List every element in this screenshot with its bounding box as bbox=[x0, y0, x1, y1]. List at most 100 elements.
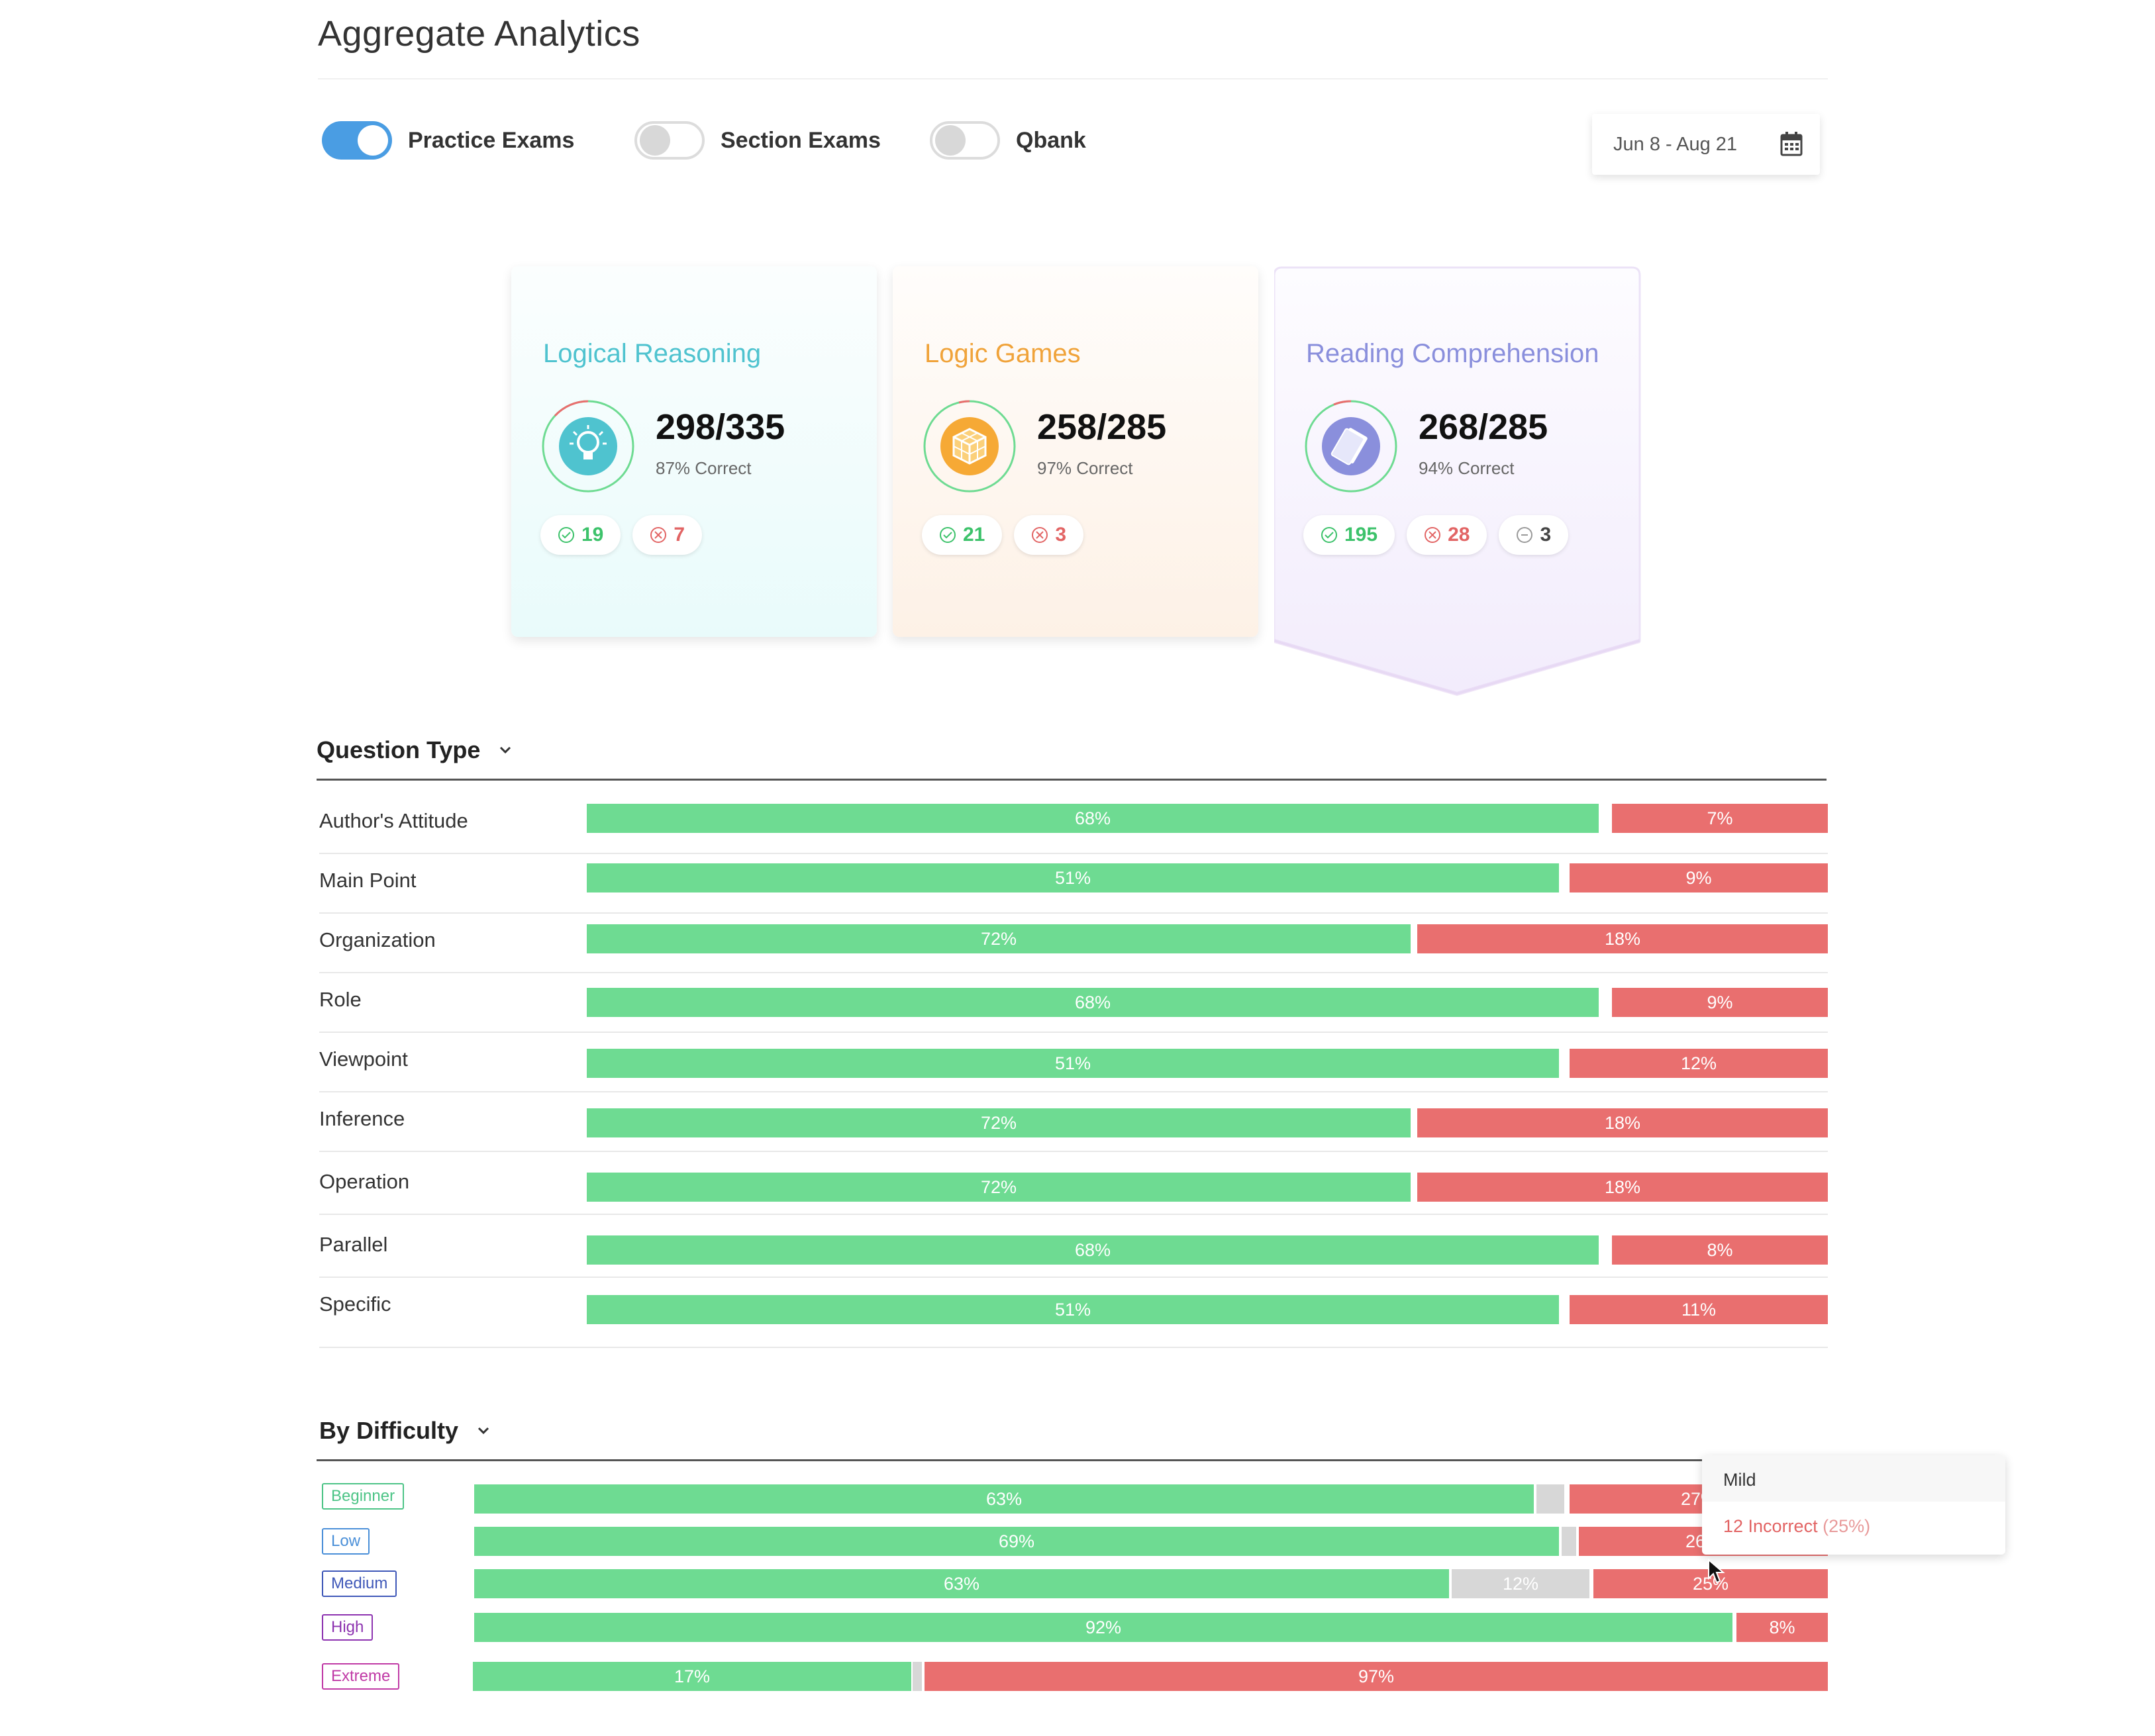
correct-count-pill[interactable]: 195 bbox=[1303, 515, 1395, 555]
incorrect-count: 28 bbox=[1448, 524, 1470, 546]
correct-bar[interactable]: 63% bbox=[474, 1569, 1449, 1598]
incorrect-count-pill[interactable]: 28 bbox=[1407, 515, 1487, 555]
incorrect-bar[interactable]: 9% bbox=[1612, 988, 1828, 1017]
correct-bar[interactable]: 72% bbox=[587, 924, 1411, 953]
correct-count: 21 bbox=[963, 524, 985, 546]
incorrect-count-pill[interactable]: 7 bbox=[632, 515, 703, 555]
x-circle-icon bbox=[1425, 527, 1441, 543]
row-divider bbox=[319, 1347, 1828, 1348]
incorrect-bar[interactable]: 97% bbox=[925, 1662, 1828, 1691]
toggle-practice-exams[interactable]: Practice Exams bbox=[322, 119, 574, 162]
row-label: Role bbox=[319, 988, 362, 1011]
question-type-dropdown[interactable]: Question Type bbox=[317, 736, 512, 764]
toggle-section-exams[interactable]: Section Exams bbox=[634, 119, 881, 162]
question-type-row[interactable]: Role 68% 9% bbox=[317, 973, 1828, 1033]
tooltip-header bbox=[1702, 1455, 2005, 1502]
question-type-row[interactable]: Inference 72% 18% bbox=[317, 1092, 1828, 1152]
card-logical-reasoning[interactable]: Logical Reasoning 298/335 87% Correct 19… bbox=[511, 266, 877, 637]
row-divider bbox=[319, 1032, 1828, 1033]
correct-bar[interactable]: 68% bbox=[587, 804, 1599, 833]
incorrect-count: 7 bbox=[674, 524, 685, 546]
question-type-row[interactable]: Operation 72% 18% bbox=[317, 1155, 1828, 1215]
row-label: Author's Attitude bbox=[319, 809, 468, 832]
correct-bar[interactable]: 63% bbox=[474, 1484, 1534, 1514]
row-label: Inference bbox=[319, 1107, 405, 1130]
row-divider bbox=[319, 853, 1828, 854]
toggle-qbank[interactable]: Qbank bbox=[930, 119, 1086, 162]
selected-card-shape bbox=[1274, 266, 1641, 697]
card-reading-comprehension[interactable]: Reading Comprehension 268/285 94% Correc… bbox=[1274, 266, 1641, 697]
calendar-icon[interactable] bbox=[1780, 131, 1803, 156]
correct-bar[interactable]: 51% bbox=[587, 1049, 1559, 1078]
toggle-switch[interactable] bbox=[322, 121, 392, 160]
card-score: 258/285 bbox=[1037, 407, 1167, 447]
date-range-picker[interactable]: Jun 8 - Aug 21 bbox=[1592, 114, 1820, 175]
row-label: Parallel bbox=[319, 1233, 388, 1256]
card-title: Logical Reasoning bbox=[543, 339, 762, 368]
incorrect-bar[interactable]: 9% bbox=[1570, 863, 1828, 892]
row-label: Organization bbox=[319, 928, 436, 951]
toggle-knob bbox=[358, 125, 388, 156]
chevron-down-icon bbox=[500, 746, 511, 754]
lightbulb-icon bbox=[542, 400, 634, 493]
card-score: 268/285 bbox=[1419, 407, 1548, 447]
correct-bar[interactable]: 92% bbox=[474, 1613, 1732, 1642]
correct-bar[interactable]: 72% bbox=[587, 1173, 1411, 1202]
question-type-row[interactable]: Author's Attitude 68% 7% bbox=[317, 795, 1828, 854]
neutral-bar[interactable] bbox=[913, 1662, 922, 1691]
correct-bar[interactable]: 69% bbox=[474, 1527, 1559, 1556]
row-divider bbox=[319, 1151, 1828, 1152]
incorrect-bar[interactable]: 18% bbox=[1417, 1108, 1828, 1137]
incorrect-bar[interactable]: 18% bbox=[1417, 924, 1828, 953]
bar-tooltip: Mild 12 Incorrect (25%) bbox=[1702, 1455, 2005, 1555]
card-score: 298/335 bbox=[656, 407, 785, 447]
skipped-count-pill[interactable]: 3 bbox=[1499, 515, 1569, 555]
cube-icon bbox=[923, 400, 1016, 493]
section-divider bbox=[317, 779, 1827, 781]
toggle-knob bbox=[640, 125, 670, 156]
check-circle-icon bbox=[558, 527, 574, 543]
question-type-row[interactable]: Main Point 51% 9% bbox=[317, 854, 1828, 914]
correct-count-pill[interactable]: 21 bbox=[922, 515, 1003, 555]
row-divider bbox=[319, 1214, 1828, 1215]
correct-bar[interactable]: 51% bbox=[587, 1295, 1559, 1324]
neutral-bar[interactable] bbox=[1536, 1484, 1564, 1514]
correct-bar[interactable]: 72% bbox=[587, 1108, 1411, 1137]
row-label: Specific bbox=[319, 1292, 391, 1316]
incorrect-bar[interactable]: 18% bbox=[1417, 1173, 1828, 1202]
correct-count-pill[interactable]: 19 bbox=[540, 515, 621, 555]
row-label: Main Point bbox=[319, 869, 417, 892]
correct-bar[interactable]: 17% bbox=[473, 1662, 911, 1691]
minus-circle-icon bbox=[1517, 527, 1533, 543]
section-heading: By Difficulty bbox=[319, 1417, 459, 1444]
toggle-label: Section Exams bbox=[721, 127, 881, 153]
toggle-switch[interactable] bbox=[930, 121, 1000, 160]
page-title: Aggregate Analytics bbox=[318, 14, 640, 54]
question-type-row[interactable]: Organization 72% 18% bbox=[317, 914, 1828, 973]
correct-bar[interactable]: 51% bbox=[587, 863, 1559, 892]
incorrect-bar[interactable]: 8% bbox=[1736, 1613, 1828, 1642]
card-percent: 94% Correct bbox=[1419, 458, 1515, 478]
incorrect-count-pill[interactable]: 3 bbox=[1014, 515, 1084, 555]
toggle-switch[interactable] bbox=[634, 121, 705, 160]
card-logic-games[interactable]: Logic Games 258/285 97% Correct 21 3 bbox=[893, 266, 1258, 637]
question-type-row[interactable]: Parallel 68% 8% bbox=[317, 1218, 1828, 1278]
skipped-count: 3 bbox=[1540, 524, 1552, 546]
difficulty-tag-extreme: Extreme bbox=[322, 1663, 400, 1690]
incorrect-bar[interactable]: 12% bbox=[1570, 1049, 1828, 1078]
question-type-row[interactable]: Specific 51% 11% bbox=[317, 1278, 1828, 1348]
card-title: Logic Games bbox=[925, 339, 1081, 368]
row-label: Operation bbox=[319, 1170, 410, 1193]
question-type-row[interactable]: Viewpoint 51% 12% bbox=[317, 1033, 1828, 1092]
incorrect-bar[interactable]: 7% bbox=[1612, 804, 1828, 833]
difficulty-dropdown[interactable]: By Difficulty bbox=[319, 1417, 490, 1445]
incorrect-bar[interactable]: 11% bbox=[1570, 1295, 1828, 1324]
toggle-label: Practice Exams bbox=[408, 127, 575, 153]
correct-bar[interactable]: 68% bbox=[587, 988, 1599, 1017]
incorrect-bar[interactable]: 8% bbox=[1612, 1235, 1828, 1265]
row-divider bbox=[319, 1091, 1828, 1092]
neutral-bar[interactable] bbox=[1562, 1527, 1576, 1556]
correct-bar[interactable]: 68% bbox=[587, 1235, 1599, 1265]
neutral-bar[interactable]: 12% bbox=[1452, 1569, 1589, 1598]
x-circle-icon bbox=[650, 527, 667, 543]
